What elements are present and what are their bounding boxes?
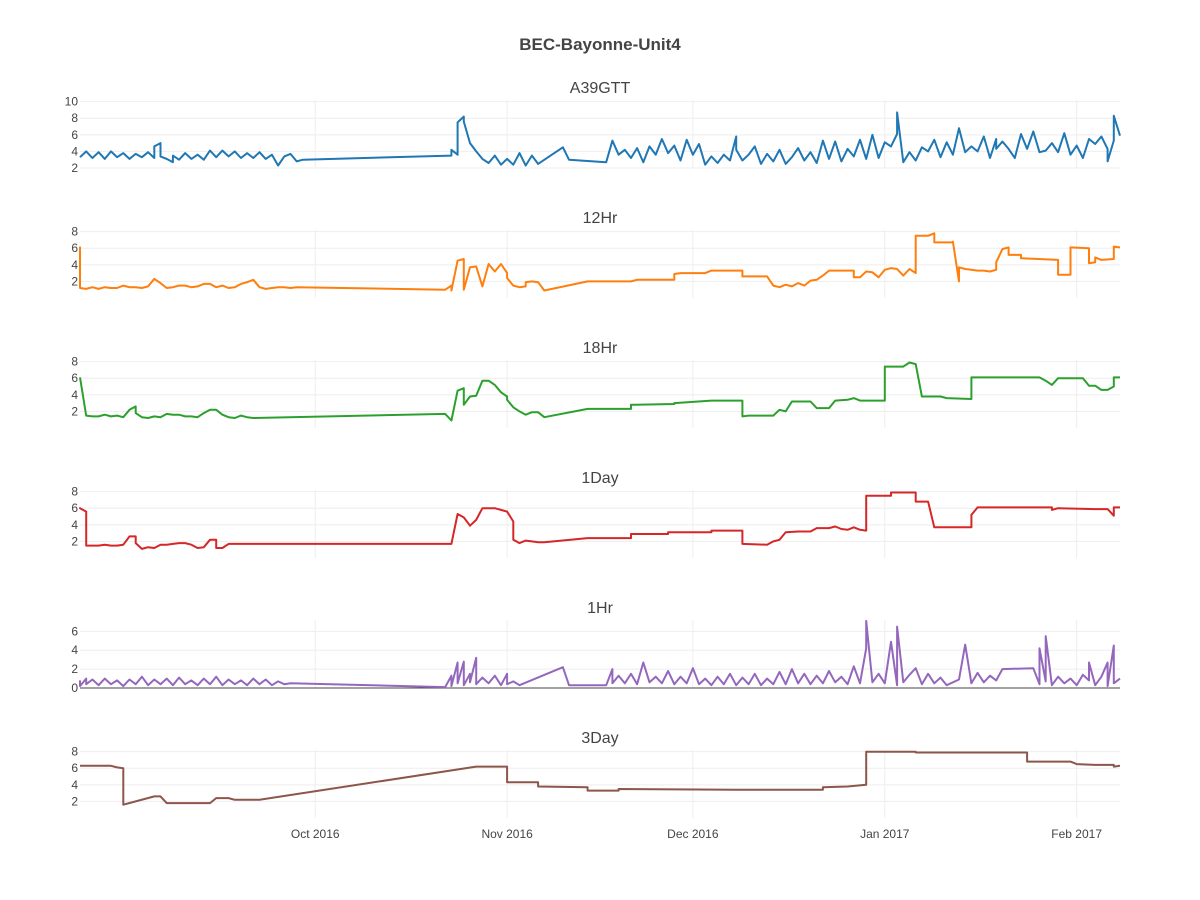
y-tick-label: 2 (71, 404, 78, 418)
y-tick-label: 4 (71, 778, 78, 792)
y-tick-label: 4 (71, 518, 78, 532)
y-tick-label: 4 (71, 643, 78, 657)
chart-panels: 2 4 6 8 10 A39GTT 2 4 6 8 12Hr 2 4 6 8 18Hr 2 4 6 8 1Day 0 2 4 6… (65, 80, 1121, 841)
panel-3day: 2 4 6 8 3Day Oct 2016 Nov 2016 Dec 2016 Jan 2017… (71, 730, 1121, 841)
x-tick-label: Feb 2017 (1051, 827, 1102, 841)
panel-title: 12Hr (583, 210, 618, 227)
x-tick-label: Nov 2016 (481, 827, 533, 841)
y-tick-label: 6 (71, 371, 78, 385)
panel-title: A39GTT (570, 80, 631, 97)
y-tick-label: 0 (71, 681, 78, 695)
y-tick-label: 2 (71, 534, 78, 548)
x-tick-label: Jan 2017 (860, 827, 910, 841)
panel-title: 1Hr (587, 600, 613, 617)
y-tick-label: 6 (71, 128, 78, 142)
panel-a39gtt: 2 4 6 8 10 A39GTT (65, 80, 1121, 175)
panel-title: 3Day (581, 730, 618, 747)
panel-title: 1Day (581, 470, 618, 487)
y-tick-label: 2 (71, 161, 78, 175)
y-tick-label: 8 (71, 485, 78, 499)
panel-12hr: 2 4 6 8 12Hr (71, 210, 1121, 298)
series-line-18hr (79, 361, 1120, 422)
y-tick-label: 4 (71, 258, 78, 272)
y-tick-label: 10 (65, 95, 79, 109)
series-line-12hr (79, 232, 1121, 292)
chart-title: BEC-Bayonne-Unit4 (519, 35, 681, 54)
panel-title: 18Hr (583, 340, 618, 357)
y-tick-label: 2 (71, 274, 78, 288)
y-tick-label: 6 (71, 501, 78, 515)
series-line-1hr (79, 619, 1121, 689)
y-tick-label: 2 (71, 794, 78, 808)
y-tick-label: 8 (71, 111, 78, 125)
panel-18hr: 2 4 6 8 18Hr (71, 340, 1120, 428)
y-tick-label: 8 (71, 745, 78, 759)
series-line-1day (79, 491, 1120, 550)
x-tick-label: Oct 2016 (291, 827, 340, 841)
y-tick-label: 6 (71, 241, 78, 255)
series-line-3day (80, 750, 1121, 806)
y-tick-label: 6 (71, 761, 78, 775)
series-line-a39gtt (79, 111, 1121, 167)
y-tick-label: 8 (71, 355, 78, 369)
y-tick-label: 8 (71, 225, 78, 239)
y-tick-label: 4 (71, 388, 78, 402)
y-tick-label: 6 (71, 624, 78, 638)
panel-1day: 2 4 6 8 1Day (71, 470, 1120, 558)
panel-1hr: 0 2 4 6 1Hr (71, 600, 1121, 695)
y-tick-label: 4 (71, 144, 78, 158)
x-tick-label: Dec 2016 (667, 827, 719, 841)
y-tick-label: 2 (71, 662, 78, 676)
